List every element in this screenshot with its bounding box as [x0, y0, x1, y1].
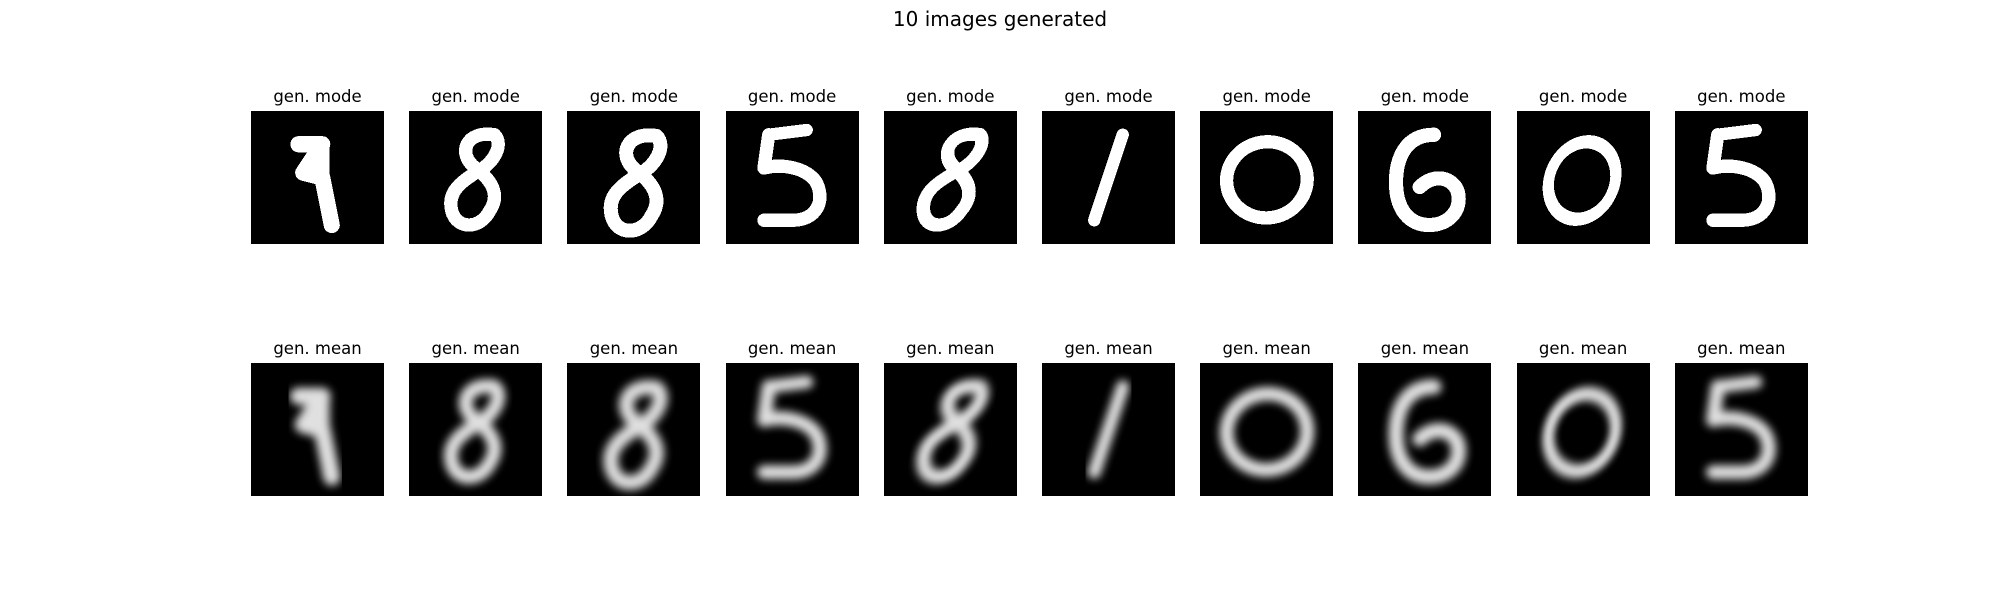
- digit-image-canvas: [1200, 363, 1334, 496]
- digit-stroke-segment: [1087, 380, 1130, 479]
- tile-title: gen. mode: [589, 87, 679, 106]
- tile-title: gen. mean: [273, 339, 362, 358]
- digit-image-canvas: [725, 111, 859, 244]
- digit-image-canvas: [251, 111, 384, 244]
- digit-stroke-0: [1219, 386, 1315, 477]
- generated-digit-image: [409, 363, 543, 496]
- generated-digit-image: [883, 363, 1017, 496]
- tile-title: gen. mean: [589, 339, 679, 358]
- digit-stroke-0: [1220, 135, 1315, 225]
- digit-image-canvas: [1674, 363, 1808, 496]
- digit-image-canvas: [1358, 363, 1492, 496]
- generated-digit-image: [1674, 111, 1808, 244]
- generated-digit-image: [725, 363, 859, 496]
- digit-stroke-6: [1389, 127, 1467, 233]
- digit-stroke-4: [290, 136, 340, 234]
- digit-stroke-segment: [1705, 379, 1776, 480]
- digit-stroke-5: [1705, 375, 1776, 480]
- digit-image-canvas: [1674, 111, 1808, 244]
- digit-stroke-4: [290, 387, 341, 486]
- digit-image-canvas: [409, 363, 543, 496]
- digit-image-canvas: [1358, 111, 1492, 244]
- digit-stroke-8: [444, 127, 506, 232]
- digit-image-canvas: [567, 111, 701, 244]
- digit-stroke-5: [756, 375, 827, 480]
- digit-image-canvas: [251, 363, 384, 496]
- digit-stroke-segment: [1389, 127, 1467, 233]
- tile-title: gen. mean: [1064, 339, 1153, 358]
- tile-title: gen. mean: [1697, 339, 1786, 358]
- generated-digit-image: [1358, 111, 1492, 244]
- digit-image-canvas: [1516, 111, 1650, 244]
- tile-title: gen. mean: [747, 339, 837, 358]
- generated-digit-image: [567, 111, 701, 244]
- digit-stroke-1: [1088, 128, 1129, 227]
- tile-title: gen. mode: [1538, 87, 1628, 106]
- generated-digit-image: [1042, 363, 1175, 496]
- tile-title: gen. mean: [431, 339, 520, 358]
- digit-image-canvas: [1042, 363, 1175, 496]
- generated-digit-image: [883, 111, 1017, 244]
- tile-title: gen. mean: [906, 339, 995, 358]
- digit-image-canvas: [567, 363, 701, 496]
- digit-stroke-segment: [1542, 135, 1622, 226]
- digit-stroke-6: [1388, 379, 1467, 485]
- digit-stroke-segment: [1088, 128, 1129, 227]
- digit-stroke-segment: [1388, 379, 1467, 485]
- digit-stroke-segment: [444, 127, 506, 232]
- digit-image-canvas: [1200, 111, 1334, 244]
- generated-digit-image: [567, 363, 701, 496]
- digit-image-canvas: [883, 363, 1017, 496]
- digit-stroke-8: [916, 379, 989, 484]
- tile-title: gen. mean: [1538, 339, 1628, 358]
- digit-stroke-segment: [1706, 128, 1776, 227]
- digit-stroke-0: [1541, 386, 1622, 479]
- digit-stroke-8: [916, 127, 989, 232]
- digit-stroke-segment: [604, 128, 668, 238]
- generated-digit-image: [251, 111, 384, 244]
- digit-stroke-segment: [1219, 386, 1315, 477]
- generated-digit-image: [1042, 111, 1175, 244]
- tile-title: gen. mode: [1064, 87, 1153, 106]
- generated-digit-image: [1358, 363, 1492, 496]
- digit-image-canvas: [1042, 111, 1175, 244]
- generated-digit-image: [1516, 363, 1650, 496]
- digit-stroke-1: [1087, 380, 1130, 479]
- digit-image-canvas: [1516, 363, 1650, 496]
- digit-stroke-segment: [1220, 135, 1315, 225]
- generated-digit-image: [1200, 111, 1334, 244]
- tile-title: gen. mode: [1380, 87, 1470, 106]
- tile-title: gen. mode: [1697, 87, 1786, 106]
- generated-digit-image: [1674, 363, 1808, 496]
- digit-stroke-segment: [756, 379, 827, 480]
- tile-title: gen. mode: [906, 87, 995, 106]
- tile-title: gen. mode: [1222, 87, 1311, 106]
- digit-stroke-8: [604, 128, 668, 238]
- digit-stroke-8: [444, 379, 506, 484]
- tile-title: gen. mode: [273, 87, 362, 106]
- generated-digit-image: [1200, 363, 1334, 496]
- generated-digit-image: [251, 363, 384, 496]
- tile-title: gen. mode: [431, 87, 520, 106]
- tile-title: gen. mean: [1222, 339, 1311, 358]
- generated-digit-image: [409, 111, 543, 244]
- digit-stroke-segment: [1541, 386, 1622, 479]
- digit-stroke-segment: [916, 127, 989, 232]
- digit-stroke-segment: [916, 379, 989, 484]
- figure-title: 10 images generated: [892, 7, 1108, 31]
- digit-stroke-segment: [756, 128, 827, 227]
- tile-title: gen. mean: [1380, 339, 1470, 358]
- digit-image-canvas: [409, 111, 543, 244]
- digit-stroke-segment: [444, 379, 506, 484]
- digit-stroke-0: [1542, 135, 1622, 226]
- digit-image-canvas: [725, 363, 859, 496]
- generated-digit-image: [1516, 111, 1650, 244]
- digit-stroke-segment: [603, 379, 669, 490]
- generated-digit-image: [725, 111, 859, 244]
- tile-title: gen. mode: [747, 87, 837, 106]
- digit-image-canvas: [883, 111, 1017, 244]
- digit-stroke-5: [756, 123, 827, 227]
- digit-stroke-5: [1706, 123, 1776, 227]
- digit-stroke-8: [603, 379, 669, 490]
